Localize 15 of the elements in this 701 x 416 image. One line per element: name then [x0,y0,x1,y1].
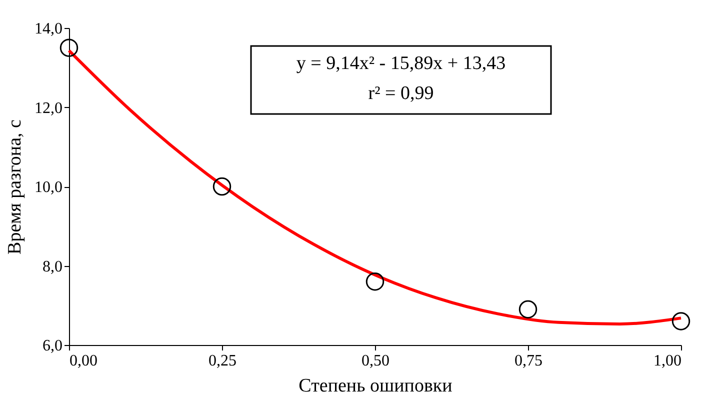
y-tick-label: 10,0 [34,179,62,196]
x-tick-label: 0,25 [208,352,236,370]
x-tick-label: 1,00 [654,352,682,370]
x-tick-label: 0,50 [362,352,390,370]
line-series [68,49,682,326]
y-tick-label: 6,0 [42,338,62,354]
x-tick-label: 0,75 [514,352,542,370]
annotation: r² = 0,99 [368,83,434,104]
y-tick-label: 14,0 [34,20,62,38]
y-axis-title: Время разгона, с [4,120,26,254]
y-tick-label: 12,0 [34,100,62,117]
annotation: y = 9,14x² - 15,89x + 13,43 [296,53,506,74]
x-axis-title: Степень ошиповки [298,376,452,396]
y-tick-label: 8,0 [42,258,62,276]
x-tick-label: 0,00 [70,352,98,370]
